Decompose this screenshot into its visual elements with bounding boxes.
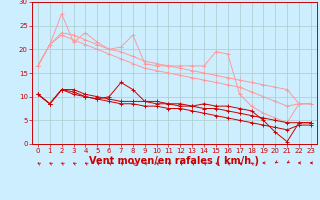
X-axis label: Vent moyen/en rafales ( km/h ): Vent moyen/en rafales ( km/h ) — [89, 156, 260, 166]
